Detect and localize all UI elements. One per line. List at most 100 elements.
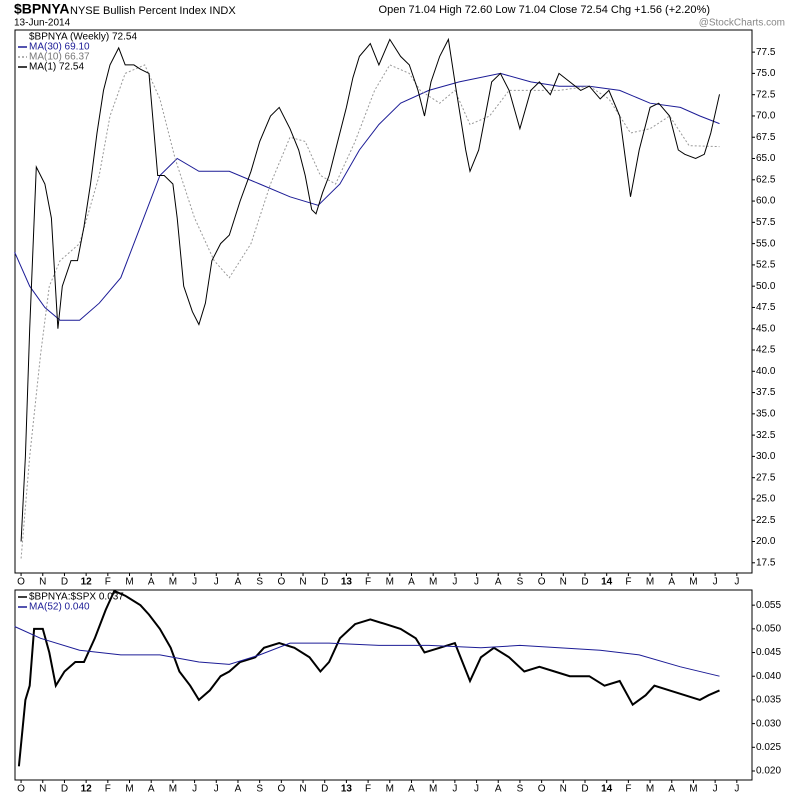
x-tick-label: J <box>713 577 718 588</box>
x-tick-label: O <box>17 577 25 588</box>
y-tick-label: 30.0 <box>756 451 776 462</box>
y-tick-label: 62.5 <box>756 174 776 185</box>
x-tick-label: D <box>61 577 68 588</box>
x-tick-label: J <box>452 784 457 795</box>
series-line <box>14 626 720 677</box>
x-tick-label: M <box>125 577 133 588</box>
legend-label: MA(52) 0.040 <box>29 602 90 613</box>
series-line <box>20 37 720 542</box>
x-tick-label: F <box>365 577 371 588</box>
legend-title: $BPNYA (Weekly) 72.54 <box>29 32 137 43</box>
x-tick-label: 14 <box>601 784 613 795</box>
y-tick-label: 17.5 <box>756 557 776 568</box>
plot-frame <box>14 589 753 781</box>
x-tick-label: 13 <box>341 577 353 588</box>
y-tick-label: 35.0 <box>756 408 776 419</box>
y-tick-label: 0.050 <box>756 623 781 634</box>
x-tick-label: O <box>277 577 285 588</box>
legend-label: MA(1) 72.54 <box>29 62 84 73</box>
legend-label: $BPNYA:$SPX 0.037 <box>29 592 124 603</box>
x-tick-label: A <box>235 577 242 588</box>
y-tick-label: 47.5 <box>756 302 776 313</box>
chart-subtitle: NYSE Bullish Percent Index INDX <box>70 5 236 17</box>
y-tick-label: 72.5 <box>756 89 776 100</box>
y-tick-label: 40.0 <box>756 366 776 377</box>
x-tick-label: J <box>713 784 718 795</box>
x-tick-label: A <box>408 784 415 795</box>
x-tick-label: N <box>560 784 567 795</box>
y-tick-label: 0.040 <box>756 671 781 682</box>
x-tick-label: A <box>148 577 155 588</box>
x-tick-label: M <box>646 784 654 795</box>
x-tick-label: 12 <box>81 577 93 588</box>
x-tick-label: J <box>192 784 197 795</box>
x-tick-label: S <box>256 784 263 795</box>
y-tick-label: 65.0 <box>756 153 776 164</box>
y-tick-label: 42.5 <box>756 345 776 356</box>
x-tick-label: 12 <box>81 784 93 795</box>
chart-date: 13-Jun-2014 <box>14 18 71 29</box>
x-tick-label: N <box>39 784 46 795</box>
x-tick-label: M <box>169 577 177 588</box>
x-tick-label: D <box>321 577 328 588</box>
x-tick-label: D <box>61 784 68 795</box>
y-tick-label: 0.035 <box>756 695 781 706</box>
plot-frame <box>14 29 753 574</box>
x-tick-label: D <box>581 784 588 795</box>
y-tick-label: 20.0 <box>756 536 776 547</box>
x-tick-label: O <box>538 577 546 588</box>
x-tick-label: O <box>277 784 285 795</box>
x-tick-label: M <box>689 577 697 588</box>
y-tick-label: 0.025 <box>756 742 781 753</box>
y-tick-label: 57.5 <box>756 217 776 228</box>
y-tick-label: 25.0 <box>756 494 776 505</box>
x-tick-label: F <box>105 577 111 588</box>
x-tick-label: N <box>39 577 46 588</box>
x-tick-label: O <box>17 784 25 795</box>
x-tick-label: N <box>299 577 306 588</box>
x-tick-label: J <box>452 577 457 588</box>
x-tick-label: F <box>625 784 631 795</box>
x-tick-label: A <box>408 577 415 588</box>
x-tick-label: J <box>734 577 739 588</box>
y-tick-label: 50.0 <box>756 281 776 292</box>
x-tick-label: M <box>386 577 394 588</box>
y-tick-label: 67.5 <box>756 132 776 143</box>
x-tick-label: M <box>125 784 133 795</box>
legend-label: MA(10) 66.37 <box>29 52 90 63</box>
y-tick-label: 70.0 <box>756 111 776 122</box>
x-tick-label: 13 <box>341 784 353 795</box>
x-tick-label: F <box>625 577 631 588</box>
y-tick-label: 45.0 <box>756 323 776 334</box>
y-tick-label: 55.0 <box>756 238 776 249</box>
y-tick-label: 22.5 <box>756 515 776 526</box>
x-tick-label: A <box>148 784 155 795</box>
x-tick-label: S <box>517 577 524 588</box>
x-tick-label: O <box>538 784 546 795</box>
y-tick-label: 0.055 <box>756 600 781 611</box>
watermark: @StockCharts.com <box>699 18 785 29</box>
legend-label: MA(30) 69.10 <box>29 42 90 53</box>
x-tick-label: S <box>256 577 263 588</box>
x-tick-label: A <box>668 784 675 795</box>
x-tick-label: M <box>169 784 177 795</box>
quote: Open 71.04 High 72.60 Low 71.04 Close 72… <box>379 4 710 16</box>
x-tick-label: J <box>474 577 479 588</box>
x-tick-label: F <box>105 784 111 795</box>
x-tick-label: A <box>668 577 675 588</box>
x-tick-label: J <box>214 577 219 588</box>
x-tick-label: N <box>299 784 306 795</box>
y-tick-label: 27.5 <box>756 472 776 483</box>
series-line <box>14 72 720 321</box>
y-tick-label: 0.030 <box>756 718 781 729</box>
x-tick-label: N <box>560 577 567 588</box>
x-tick-label: F <box>365 784 371 795</box>
x-tick-label: A <box>495 784 502 795</box>
y-tick-label: 37.5 <box>756 387 776 398</box>
x-tick-label: J <box>192 577 197 588</box>
x-tick-label: D <box>321 784 328 795</box>
y-tick-label: 32.5 <box>756 430 776 441</box>
x-tick-label: M <box>429 784 437 795</box>
x-tick-label: M <box>689 784 697 795</box>
